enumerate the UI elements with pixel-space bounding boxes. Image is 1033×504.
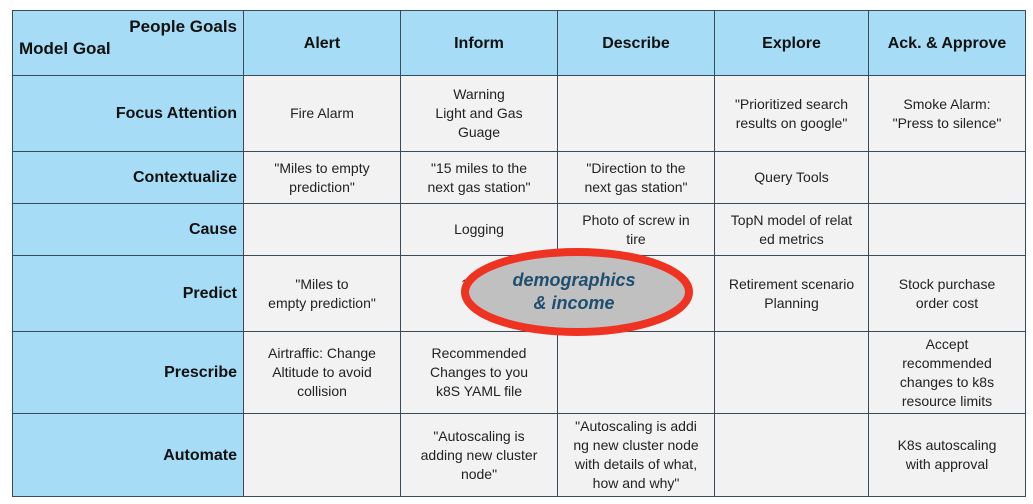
cell-line: recommended — [902, 354, 992, 371]
table-cell: "Direction to the next gas station" — [557, 151, 715, 204]
table-cell: Warning Light and Gas Guage — [400, 75, 558, 152]
table-cell — [243, 413, 401, 497]
table-cell: "Prioritized search results on google" — [714, 75, 869, 152]
cell-line: "Press to silence" — [892, 114, 1002, 131]
cell-line: collision — [297, 383, 347, 399]
table-cell — [868, 151, 1026, 204]
cell-line: Warning — [453, 86, 505, 102]
table-cell: K8s autoscaling with approval — [868, 413, 1026, 497]
cell-line: "Autoscaling is addi — [575, 418, 697, 434]
table-cell: Fire Alarm — [243, 75, 401, 152]
corner-bottom: Model Goal — [19, 39, 111, 58]
table-cell: "Autoscaling is addi ng new cluster node w… — [557, 413, 715, 497]
table-cell: Recommended Changes to you k8S YAML file — [400, 331, 558, 414]
cell-line: Photo of screw in — [582, 211, 690, 228]
cell-line: Retirement scenario — [728, 275, 855, 292]
row-label: Predict — [12, 255, 244, 332]
cell-line: prediction" — [289, 178, 355, 195]
cell-line: "Prioritized search — [734, 95, 849, 112]
cell-line: changes to k8s — [899, 373, 995, 390]
cell-line: "Direction to the — [586, 159, 686, 176]
row-label: Cause — [12, 203, 244, 256]
cell-line: Light and Gas — [435, 105, 523, 121]
table-cell: Query Tools — [714, 151, 869, 204]
cell-line: Accept — [925, 335, 969, 352]
cell-line: empty prediction" — [268, 294, 376, 311]
column-header: Explore — [714, 10, 869, 76]
table-cell: "Miles to empty prediction" — [243, 151, 401, 204]
table-cell — [557, 75, 715, 152]
cell-line: Query Tools — [754, 169, 829, 185]
cell-line: results on google" — [735, 114, 848, 131]
cell-line: "Miles to empty — [274, 159, 370, 176]
cell-line: Logging — [454, 221, 504, 237]
cell-line: "Miles to — [295, 275, 349, 292]
cell-line: adding new cluster — [420, 446, 538, 463]
column-header: Describe — [557, 10, 715, 76]
cell-line: next gas station" — [427, 178, 531, 195]
table-cell — [714, 331, 869, 414]
row-label: Focus Attention — [12, 75, 244, 152]
corner-top: People Goals — [129, 17, 237, 36]
cell-line: Recommended — [431, 345, 527, 361]
cell-line: "15 miles to the — [430, 159, 528, 176]
cell-line: Guage — [457, 124, 501, 140]
cell-line: k8S YAML file — [435, 383, 523, 399]
highlight-oval — [461, 248, 693, 336]
cell-line: ng new cluster node — [573, 437, 699, 453]
table-cell: Airtraffic: Change Altitude to avoid colli… — [243, 331, 401, 414]
cell-line: Changes to you — [429, 364, 529, 380]
cell-line: resource limits — [901, 392, 993, 409]
cell-line: how and why" — [592, 475, 680, 491]
cell-line: tire — [626, 230, 646, 247]
overlay-text: & income — [533, 293, 614, 313]
cell-line: Airtraffic: Change — [268, 345, 376, 361]
cell-line: ed metrics — [759, 230, 824, 247]
row-label: Contextualize — [12, 151, 244, 204]
table-cell: "15 miles to the next gas station" — [400, 151, 558, 204]
cell-line: node" — [460, 465, 498, 482]
cell-line: order cost — [915, 294, 979, 311]
table-cell: Logging — [400, 203, 558, 256]
cell-line: K8s autoscaling — [897, 437, 997, 453]
cell-line: with approval — [905, 456, 989, 472]
table-cell: "Autoscaling is adding new cluster node" — [400, 413, 558, 497]
cell-line: Smoke Alarm: — [903, 95, 991, 112]
overlay-text: demographics — [512, 270, 635, 290]
table-cell: TopN model of relat ed metrics — [714, 203, 869, 256]
table-cell — [868, 203, 1026, 256]
corner-header: People Goals Model Goal — [12, 10, 244, 76]
cell-line: TopN model of relat — [730, 211, 853, 228]
cell-line: Planning — [764, 294, 819, 311]
cell-line: Altitude to avoid — [272, 364, 372, 380]
table-cell — [557, 331, 715, 414]
cell-line: next gas station" — [584, 178, 688, 195]
cell-line: "Autoscaling is — [433, 427, 525, 444]
cell-line: Stock purchase — [898, 275, 996, 292]
cell-line: Fire Alarm — [290, 105, 354, 121]
table-cell: Smoke Alarm: "Press to silence" — [868, 75, 1026, 152]
cell-line: with details of what, — [574, 456, 698, 472]
row-label: Automate — [12, 413, 244, 497]
table-cell: Accept recommended changes to k8s resource … — [868, 331, 1026, 414]
column-header: Ack. & Approve — [868, 10, 1026, 76]
table-cell — [243, 203, 401, 256]
table-cell: "Miles to empty prediction" — [243, 255, 401, 332]
